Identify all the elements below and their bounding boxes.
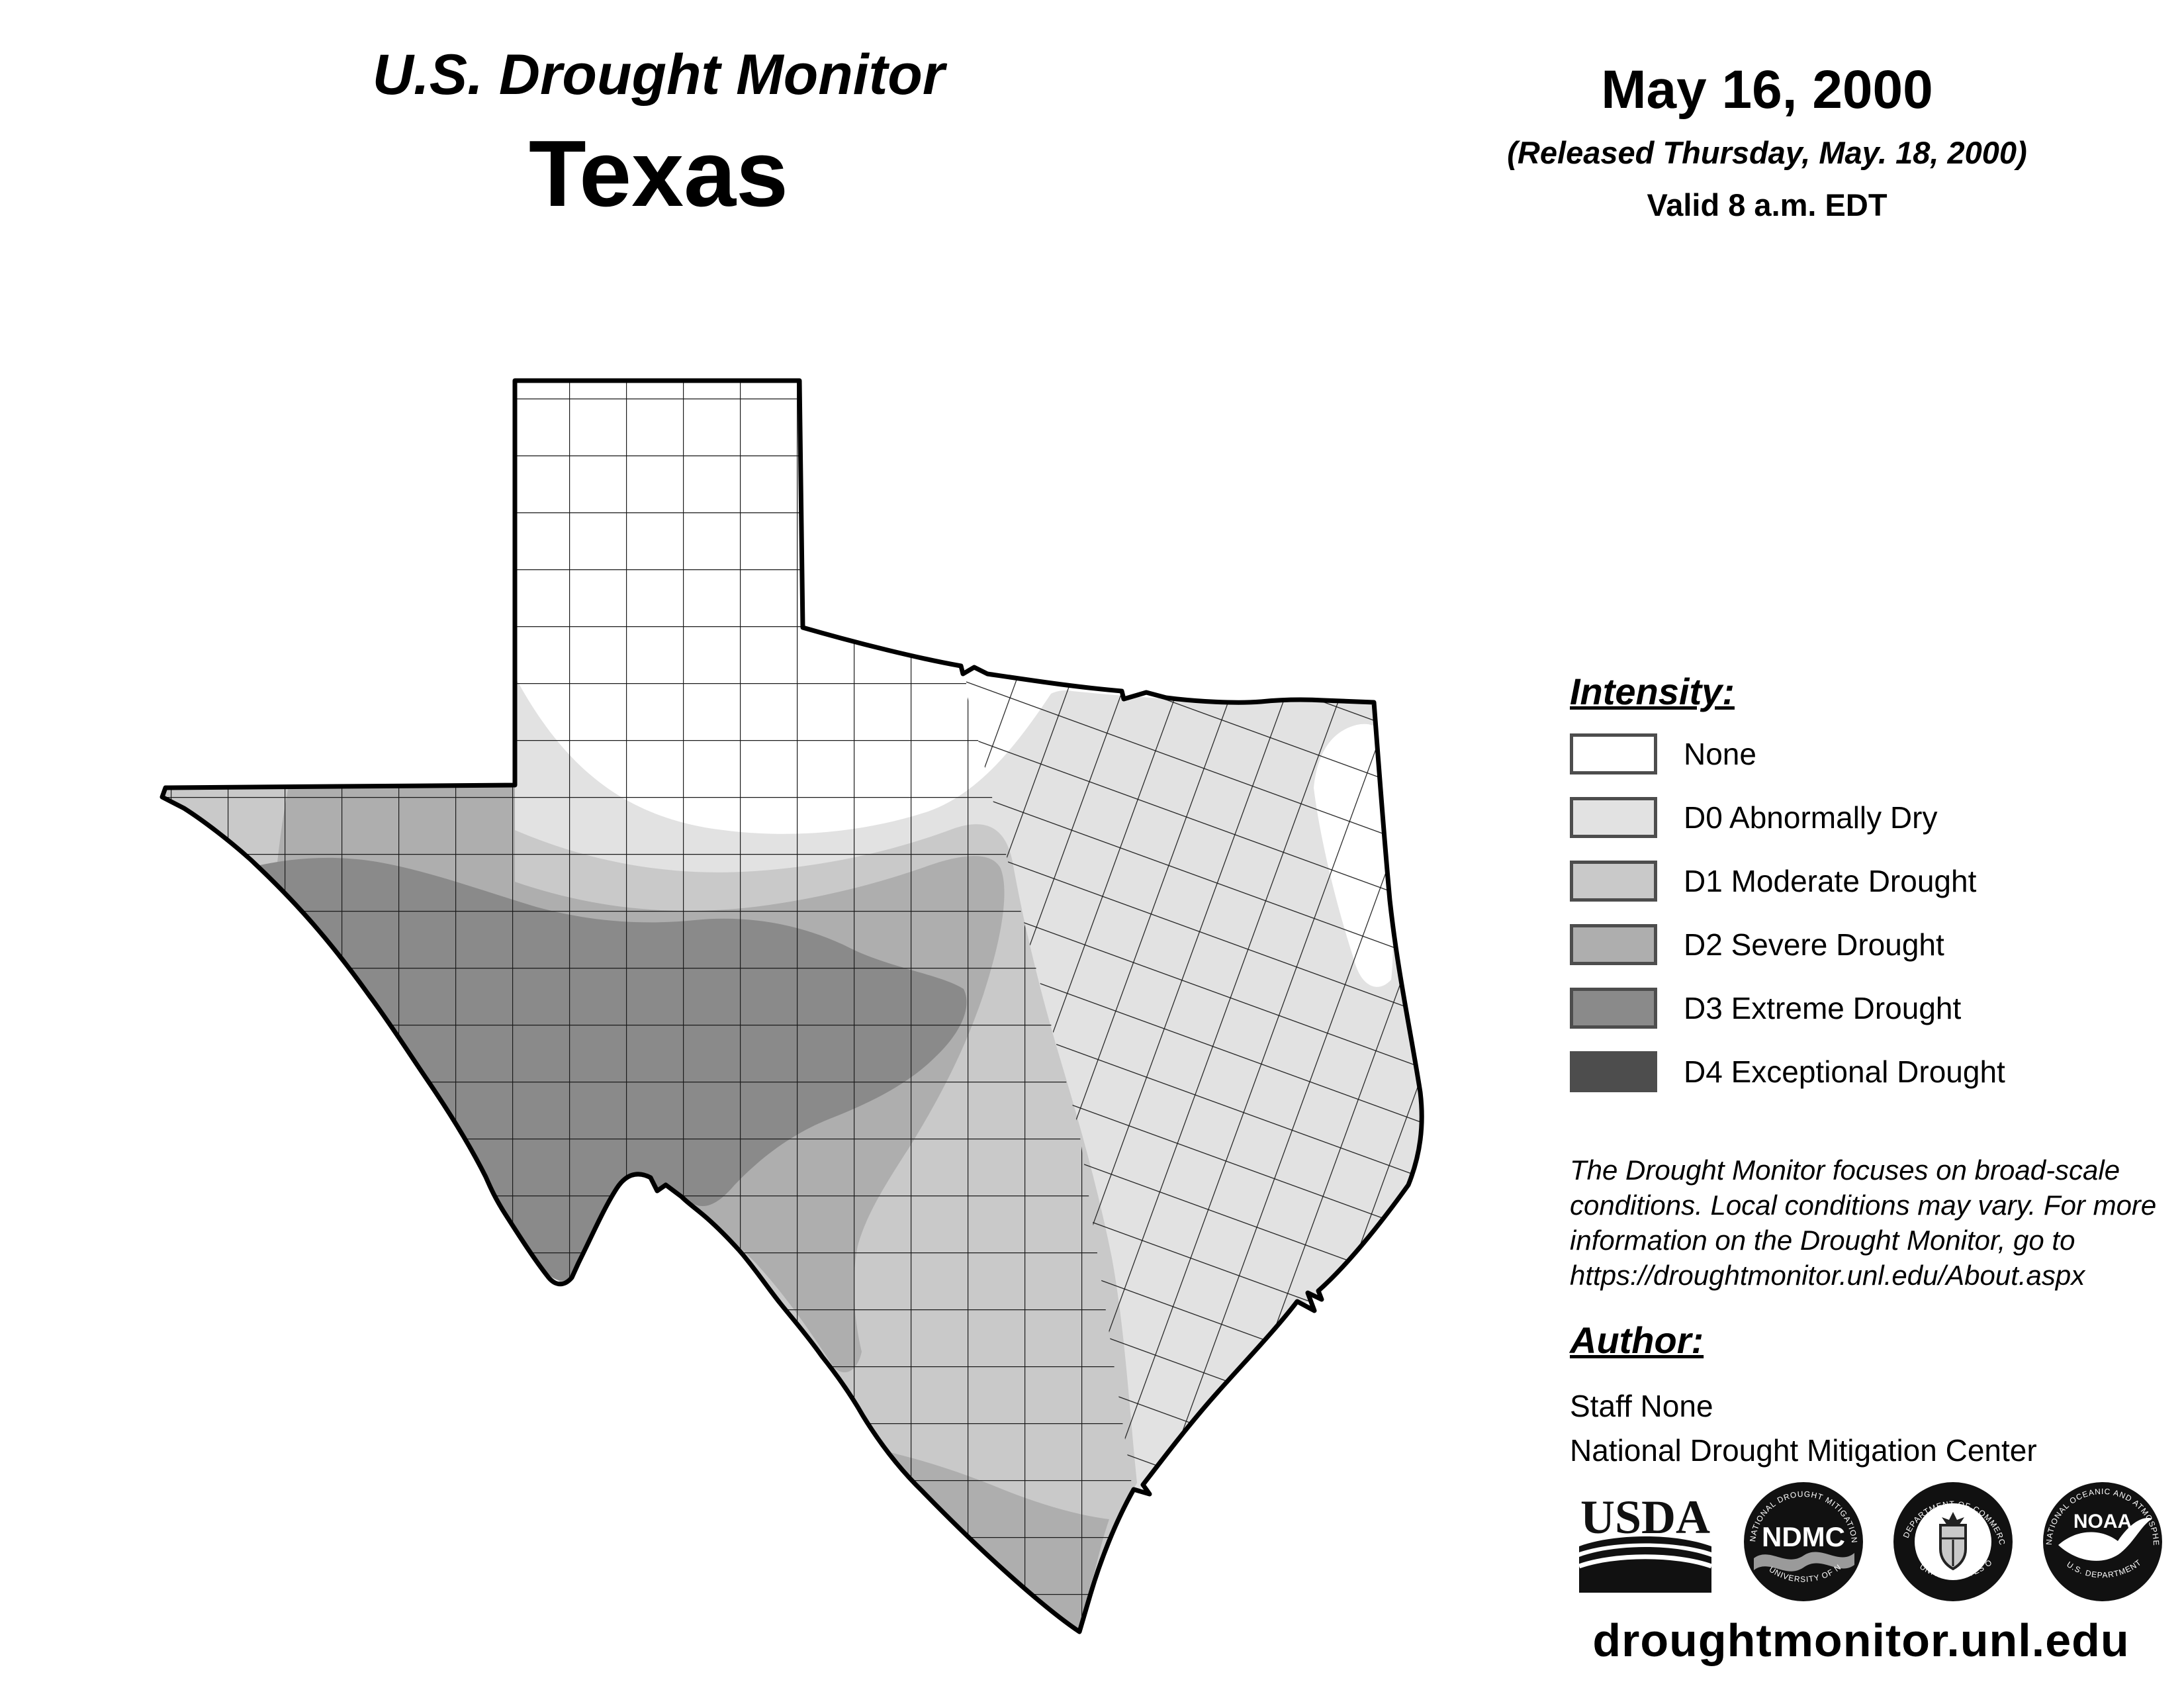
legend-label: None bbox=[1684, 737, 1756, 771]
commerce-eagle-icon bbox=[1942, 1512, 1964, 1525]
legend-swatch-d4 bbox=[1570, 1051, 1657, 1092]
usda-logo-text: USDA bbox=[1580, 1491, 1710, 1544]
legend-swatch-none bbox=[1570, 733, 1657, 774]
page-title-state: Texas bbox=[528, 121, 789, 227]
map-date: May 16, 2000 bbox=[1601, 60, 1933, 120]
intensity-legend: Intensity: None D0 Abnormally Dry D1 Mod… bbox=[1570, 670, 2139, 1114]
author-name: Staff None bbox=[1570, 1389, 1713, 1423]
legend-label: D3 Extreme Drought bbox=[1684, 991, 1962, 1025]
legend-heading: Intensity: bbox=[1570, 671, 1735, 712]
legend-item-d3: D3 Extreme Drought bbox=[1570, 987, 2139, 1029]
legend-item-d2: D2 Severe Drought bbox=[1570, 923, 2139, 966]
disclaimer-line: conditions. Local conditions may vary. F… bbox=[1570, 1189, 2157, 1221]
county-grid bbox=[162, 381, 1422, 1632]
author-block: Author: Staff None National Drought Miti… bbox=[1570, 1319, 2165, 1472]
legend-item-d1: D1 Moderate Drought bbox=[1570, 860, 2139, 902]
disclaimer-line: information on the Drought Monitor, go t… bbox=[1570, 1224, 2075, 1256]
legend-item-none: None bbox=[1570, 733, 2139, 775]
footer-url: droughtmonitor.unl.edu bbox=[1592, 1615, 2130, 1666]
noaa-logo-text: NOAA bbox=[2073, 1511, 2132, 1532]
disclaimer-line: The Drought Monitor focuses on broad-sca… bbox=[1570, 1154, 2120, 1186]
legend-label: D1 Moderate Drought bbox=[1684, 864, 1977, 898]
disclaimer-text: The Drought Monitor focuses on broad-sca… bbox=[1570, 1153, 2165, 1293]
legend-label: D0 Abnormally Dry bbox=[1684, 800, 1938, 835]
valid-time: Valid 8 a.m. EDT bbox=[1647, 187, 1888, 222]
legend-swatch-d0 bbox=[1570, 797, 1657, 838]
author-heading: Author: bbox=[1570, 1319, 1704, 1361]
legend-label: D4 Exceptional Drought bbox=[1684, 1055, 2005, 1089]
agency-logos: USDA NATIONAL DROUGHT MITIGATION CENTER … bbox=[1575, 1480, 2164, 1603]
legend-swatch-d3 bbox=[1570, 988, 1657, 1029]
noaa-logo: NATIONAL OCEANIC AND ATMOSPHERIC ADMINIS… bbox=[2041, 1480, 2162, 1601]
disclaimer-line: https://droughtmonitor.unl.edu/About.asp… bbox=[1570, 1259, 2085, 1291]
date-block: May 16, 2000 (Released Thursday, May. 18… bbox=[1443, 63, 2091, 223]
release-date: (Released Thursday, May. 18, 2000) bbox=[1507, 135, 2027, 170]
author-org: National Drought Mitigation Center bbox=[1570, 1432, 2037, 1468]
ndmc-logo: NATIONAL DROUGHT MITIGATION CENTER NDMC … bbox=[1742, 1480, 1863, 1601]
page-title: U.S. Drought Monitor bbox=[372, 43, 945, 107]
title-block: U.S. Drought Monitor Texas bbox=[218, 45, 1099, 221]
ndmc-logo-text: NDMC bbox=[1762, 1521, 1845, 1552]
legend-label: D2 Severe Drought bbox=[1684, 927, 1944, 962]
legend-item-d0: D0 Abnormally Dry bbox=[1570, 796, 2139, 839]
legend-item-d4: D4 Exceptional Drought bbox=[1570, 1051, 2139, 1093]
usda-logo: USDA bbox=[1578, 1491, 1713, 1593]
legend-swatch-d1 bbox=[1570, 861, 1657, 902]
legend-swatch-d2 bbox=[1570, 924, 1657, 965]
noaa-bird-icon bbox=[2058, 1518, 2152, 1561]
commerce-logo: DEPARTMENT OF COMMERCE UNITED STATES OF … bbox=[1891, 1480, 2013, 1601]
